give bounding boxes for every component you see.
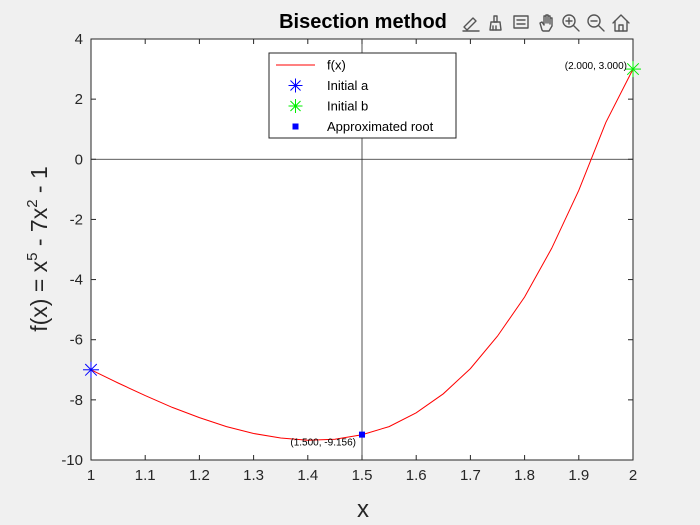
legend-square-swatch: [292, 123, 299, 130]
y-tick-label: 4: [75, 31, 83, 48]
tick-labels: 1 1.1 1.2 1.3 1.4 1.5 1.6 1.7 1.8 1.9 2 -10 -8 -6 -4 -2…: [61, 31, 637, 484]
legend-box: [268, 52, 457, 139]
y-tick-label: 2: [75, 91, 83, 108]
point-annotation: (2.000, 3.000): [565, 61, 627, 72]
initial-a-marker: [83, 361, 99, 378]
y-tick-label: -8: [70, 392, 83, 409]
initial-b-marker: [625, 61, 641, 78]
x-tick-label: 1.9: [568, 467, 589, 484]
chart-title: Bisection method: [279, 11, 447, 33]
x-tick-label: 1.7: [460, 467, 481, 484]
x-tick-label: 1.8: [514, 467, 535, 484]
axis-ticks: [90, 38, 634, 461]
home-icon[interactable]: [609, 11, 631, 33]
legend-item: f(x): [276, 58, 346, 73]
brush-icon[interactable]: [484, 11, 506, 33]
legend: f(x) Initial a Initial b Approximated root: [268, 52, 457, 139]
x-tick-label: 1.1: [135, 467, 156, 484]
y-tick-label: -2: [70, 211, 83, 228]
legend-label: Initial a: [327, 78, 369, 93]
edit-icon[interactable]: [459, 11, 481, 33]
zoom-in-icon[interactable]: [559, 11, 581, 33]
y-tick-label: -4: [70, 272, 83, 289]
axes-toolbar: [459, 11, 631, 33]
x-tick-label: 1: [87, 467, 95, 484]
x-tick-label: 1.5: [352, 467, 373, 484]
x-axis-label: x: [357, 496, 369, 523]
legend-item: Approximated root: [292, 119, 434, 134]
pan-hand-icon[interactable]: [534, 11, 556, 33]
approximated-root-marker: [359, 431, 365, 438]
y-axis-label: f(x) = x5 - 7x2 - 1: [24, 166, 52, 332]
legend-item: Initial a: [288, 78, 369, 93]
legend-asterisk-swatch: [288, 99, 303, 113]
annotation-layer: (2.000, 3.000) (1.500, -9.156): [290, 61, 627, 449]
legend-asterisk-swatch: [288, 78, 303, 93]
data-tips-icon[interactable]: [509, 11, 531, 33]
point-annotation: (1.500, -9.156): [290, 438, 356, 449]
x-tick-label: 1.4: [297, 467, 318, 484]
marker-layer: [83, 61, 641, 438]
zoom-out-icon[interactable]: [584, 11, 606, 33]
legend-label: f(x): [327, 58, 346, 73]
y-tick-label: -6: [70, 332, 83, 349]
x-tick-label: 1.3: [243, 467, 264, 484]
legend-label: Initial b: [327, 99, 368, 114]
x-tick-label: 1.6: [406, 467, 427, 484]
legend-label: Approximated root: [327, 119, 434, 134]
x-tick-label: 1.2: [189, 467, 210, 484]
y-tick-label: 0: [75, 151, 83, 168]
x-tick-label: 2: [629, 467, 637, 484]
y-tick-label: -10: [61, 452, 83, 469]
legend-item: Initial b: [288, 99, 368, 114]
